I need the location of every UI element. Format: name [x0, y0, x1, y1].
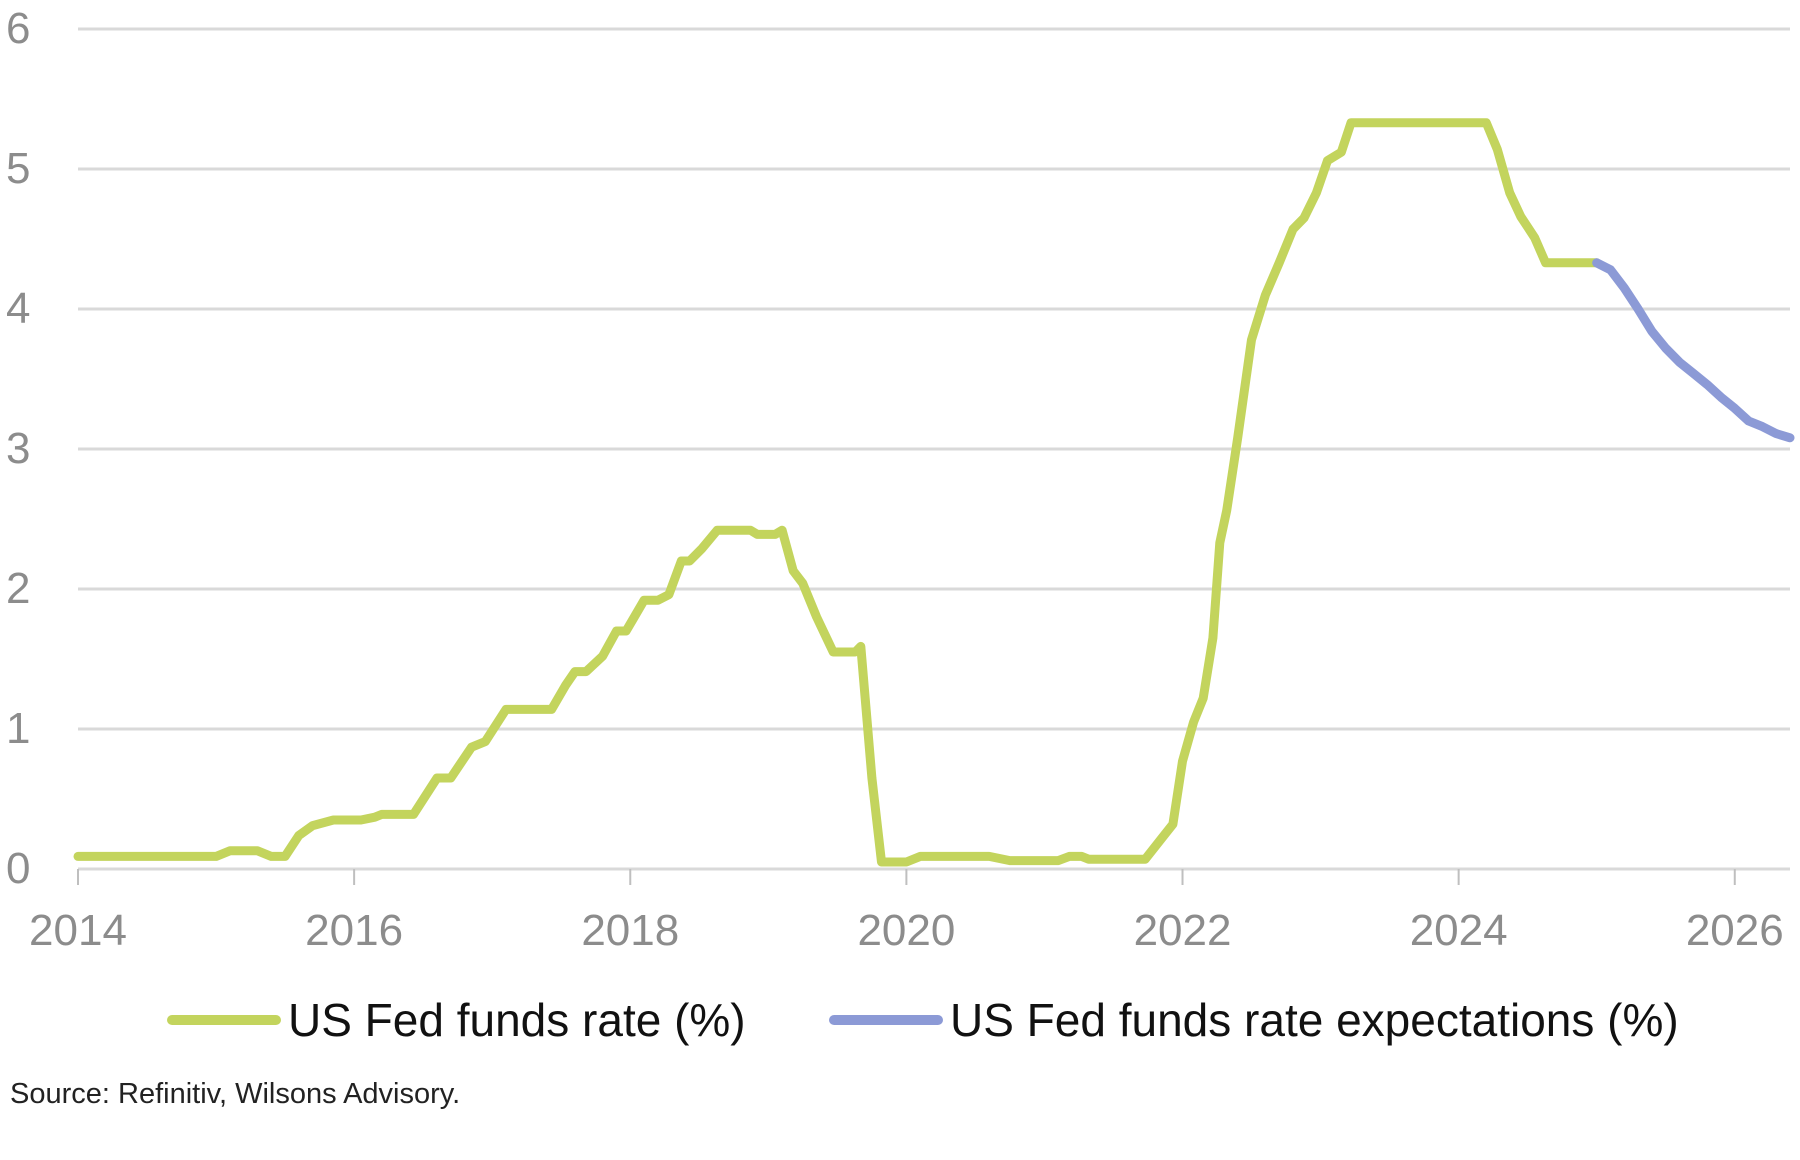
x-axis	[77, 867, 1790, 885]
y-tick-label-1: 1	[6, 704, 30, 753]
y-tick-label-5: 5	[6, 144, 30, 193]
y-tick-label-2: 2	[6, 564, 30, 613]
x-tick-label-2020: 2020	[857, 906, 955, 955]
gridlines	[78, 27, 1790, 731]
x-tick-label-2014: 2014	[29, 906, 127, 955]
x-tick-label-2016: 2016	[305, 906, 403, 955]
y-tick-label-6: 6	[6, 4, 30, 53]
y-tick-label-3: 3	[6, 424, 30, 473]
legend-label-2: US Fed funds rate expectations (%)	[950, 994, 1679, 1046]
series-line-1	[73, 118, 1602, 867]
series-line-2	[1592, 258, 1795, 443]
x-tick-label-2024: 2024	[1410, 906, 1508, 955]
y-tick-label-4: 4	[6, 284, 30, 333]
x-tick-label-2022: 2022	[1134, 906, 1232, 955]
x-tick-label-2018: 2018	[581, 906, 679, 955]
x-tick-label-2026: 2026	[1686, 906, 1784, 955]
legend: US Fed funds rate (%) US Fed funds rate e…	[167, 994, 1679, 1046]
y-tick-label-0: 0	[6, 844, 30, 893]
y-axis-tick-labels: 0 1 2 3 4 5 6	[6, 4, 30, 893]
source-note: Source: Refinitiv, Wilsons Advisory.	[10, 1078, 461, 1110]
series-lines	[73, 118, 1795, 867]
legend-label-1: US Fed funds rate (%)	[288, 994, 746, 1046]
x-axis-tick-labels: 2014 2016 2018 2020 2022 2024 2026	[29, 906, 1784, 955]
